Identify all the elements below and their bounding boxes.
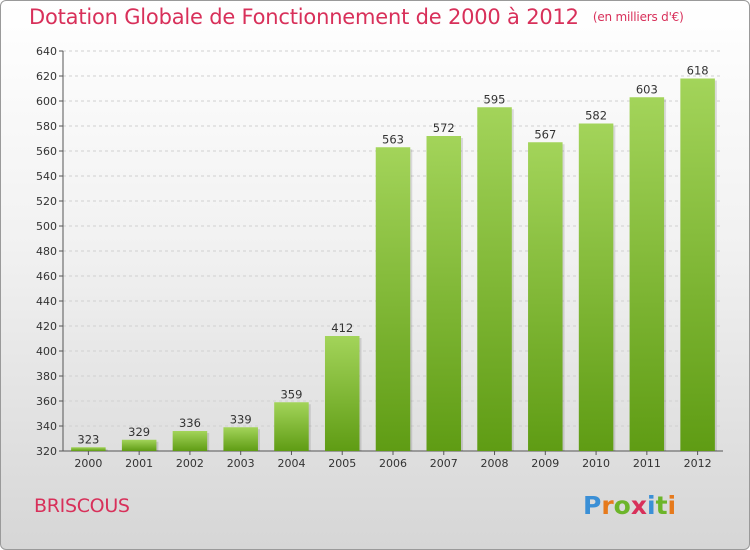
y-tick-label: 580 bbox=[36, 120, 57, 133]
logo-letter: P bbox=[583, 491, 602, 520]
x-tick-label: 2012 bbox=[684, 457, 712, 470]
logo-letter: r bbox=[601, 491, 614, 520]
logo-letter: i bbox=[667, 491, 677, 520]
x-tick-label: 2010 bbox=[582, 457, 610, 470]
commune-name: BRISCOUS bbox=[34, 495, 130, 517]
y-tick-label: 560 bbox=[36, 145, 57, 158]
x-tick-label: 2005 bbox=[328, 457, 356, 470]
logo-letter: x bbox=[630, 491, 647, 520]
bar bbox=[172, 431, 208, 451]
data-label: 329 bbox=[128, 425, 150, 439]
x-tick-label: 2004 bbox=[277, 457, 305, 470]
data-label: 582 bbox=[585, 109, 607, 123]
bar bbox=[274, 402, 309, 451]
data-label: 359 bbox=[280, 387, 302, 401]
logo-letter: t bbox=[655, 491, 668, 520]
x-tick-label: 2001 bbox=[125, 457, 153, 470]
bar bbox=[680, 78, 715, 451]
logo-letter: o bbox=[613, 491, 631, 520]
bar bbox=[578, 123, 614, 451]
y-tick-label: 520 bbox=[36, 195, 57, 208]
data-label: 595 bbox=[484, 92, 506, 106]
bar bbox=[629, 97, 665, 451]
data-label: 618 bbox=[687, 64, 709, 78]
bar bbox=[324, 336, 360, 451]
proxiti-logo: Proxiti bbox=[583, 491, 676, 520]
y-tick-label: 540 bbox=[36, 170, 57, 183]
y-tick-label: 640 bbox=[36, 45, 57, 58]
data-label: 572 bbox=[433, 121, 455, 135]
chart-unit: (en milliers d'€) bbox=[592, 10, 684, 24]
bar bbox=[71, 447, 106, 451]
bar bbox=[121, 439, 157, 451]
bar bbox=[426, 136, 462, 451]
logo-letter: i bbox=[647, 491, 656, 520]
x-tick-label: 2002 bbox=[176, 457, 204, 470]
chart-title-text: Dotation Globale de Fonctionnement de 20… bbox=[29, 5, 579, 29]
data-label: 563 bbox=[382, 132, 404, 146]
data-label: 412 bbox=[331, 321, 353, 335]
y-tick-label: 600 bbox=[36, 95, 57, 108]
y-tick-label: 320 bbox=[36, 445, 57, 458]
bar bbox=[375, 147, 411, 451]
bar bbox=[223, 427, 258, 451]
data-label: 603 bbox=[636, 82, 658, 96]
y-tick-label: 400 bbox=[36, 345, 57, 358]
y-tick-label: 340 bbox=[36, 420, 57, 433]
y-tick-label: 460 bbox=[36, 270, 57, 283]
bar bbox=[477, 107, 512, 451]
x-tick-label: 2009 bbox=[531, 457, 559, 470]
y-tick-label: 500 bbox=[36, 220, 57, 233]
data-label: 323 bbox=[77, 432, 99, 446]
y-tick-label: 440 bbox=[36, 295, 57, 308]
x-tick-label: 2011 bbox=[633, 457, 661, 470]
x-tick-label: 2008 bbox=[481, 457, 509, 470]
x-tick-label: 2006 bbox=[379, 457, 407, 470]
y-tick-label: 480 bbox=[36, 245, 57, 258]
y-tick-label: 360 bbox=[36, 395, 57, 408]
x-tick-label: 2003 bbox=[227, 457, 255, 470]
data-label: 336 bbox=[179, 416, 201, 430]
data-label: 339 bbox=[230, 412, 252, 426]
y-tick-label: 620 bbox=[36, 70, 57, 83]
x-tick-label: 2000 bbox=[74, 457, 102, 470]
data-label: 567 bbox=[534, 127, 556, 141]
chart-title: Dotation Globale de Fonctionnement de 20… bbox=[29, 5, 684, 29]
x-tick-label: 2007 bbox=[430, 457, 458, 470]
bar bbox=[528, 142, 563, 451]
y-tick-label: 380 bbox=[36, 370, 57, 383]
y-tick-label: 420 bbox=[36, 320, 57, 333]
